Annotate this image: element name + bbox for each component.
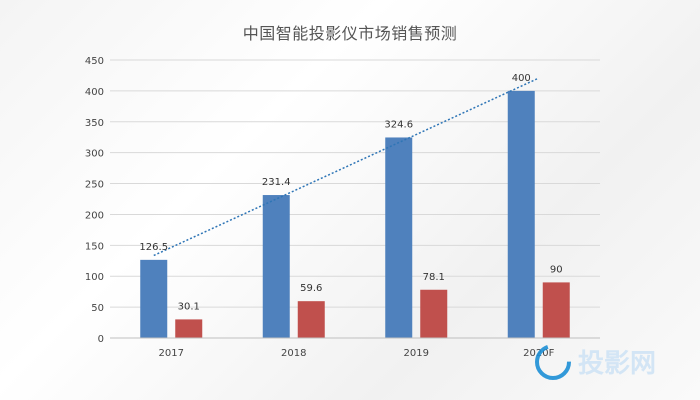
x-tick-label: 2017 xyxy=(159,348,184,359)
data-label: 59.6 xyxy=(300,283,322,294)
watermark: 投影网 xyxy=(535,344,656,380)
bars xyxy=(140,90,570,338)
x-tick-label: 2018 xyxy=(281,348,306,359)
data-label: 126.5 xyxy=(139,242,168,253)
x-axis: 2017 2018 2019 2020F xyxy=(110,337,600,359)
bar xyxy=(385,137,413,338)
data-label: 90 xyxy=(550,264,563,275)
data-label: 231.4 xyxy=(262,177,291,188)
trendline xyxy=(153,78,538,257)
ring-logo-icon xyxy=(535,344,571,380)
y-tick-label: 300 xyxy=(85,149,104,160)
data-label: 78.1 xyxy=(423,272,445,283)
bar xyxy=(420,289,448,338)
y-tick-label: 100 xyxy=(85,272,104,283)
bar xyxy=(140,259,168,338)
y-axis: 0 50 100 150 200 250 300 350 400 450 xyxy=(85,56,104,345)
watermark-text: 投影网 xyxy=(578,349,656,379)
y-tick-label: 0 xyxy=(98,334,104,345)
bar xyxy=(262,195,290,338)
data-label: 324.6 xyxy=(384,119,413,130)
chart-title: 中国智能投影仪市场销售预测 xyxy=(242,24,458,43)
y-tick-label: 450 xyxy=(85,56,104,67)
y-tick-label: 200 xyxy=(85,210,104,221)
data-label: 400 xyxy=(512,73,531,84)
y-tick-label: 350 xyxy=(85,118,104,129)
y-tick-label: 400 xyxy=(85,87,104,98)
y-tick-label: 150 xyxy=(85,241,104,252)
bar xyxy=(175,319,203,338)
data-labels: 126.5 30.1 231.4 59.6 324.6 78.1 400 90 xyxy=(139,73,562,313)
y-tick-label: 250 xyxy=(85,180,104,191)
y-tick-label: 50 xyxy=(91,303,104,314)
data-label: 30.1 xyxy=(178,301,200,312)
trendline-path xyxy=(153,78,538,257)
bar xyxy=(297,301,325,338)
x-tick-label: 2019 xyxy=(404,348,429,359)
bar xyxy=(507,90,535,338)
bar xyxy=(542,282,570,338)
